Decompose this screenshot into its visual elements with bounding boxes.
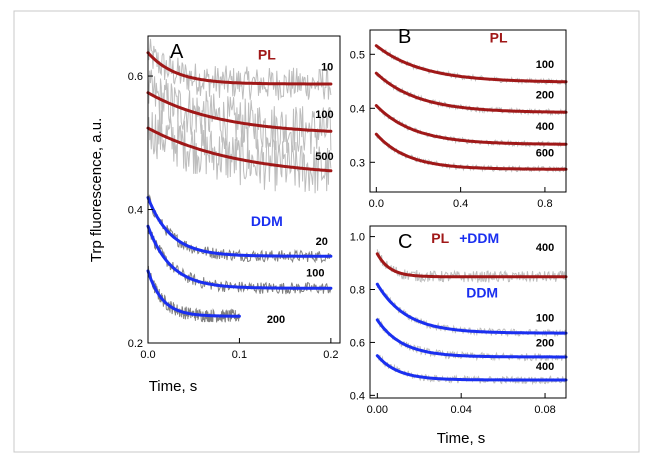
concentration-label: 400 — [536, 121, 554, 133]
panel-a-xlabel: Time, s — [149, 378, 198, 395]
fit-curve-100 — [146, 224, 333, 290]
x-tick-label: 0.2 — [323, 349, 338, 361]
panel-a-letter: A — [170, 41, 184, 63]
x-tick-label: 0.8 — [537, 198, 552, 210]
concentration-label: 100 — [536, 59, 554, 71]
y-tick-label: 0.2 — [128, 338, 143, 350]
y-tick-label: 0.3 — [350, 157, 365, 169]
y-tick-label: 1.0 — [350, 232, 365, 244]
y-tick-label: 0.6 — [350, 337, 365, 349]
raw-trace-20 — [147, 194, 332, 264]
y-tick-label: 0.4 — [350, 103, 365, 115]
group-label-pl: PL — [490, 29, 508, 45]
concentration-label: 20 — [316, 236, 328, 248]
concentration-label: 500 — [315, 151, 333, 163]
x-tick-label: 0.00 — [367, 404, 388, 416]
y-tick-label: 0.5 — [350, 49, 365, 61]
panel-b-letter: B — [398, 26, 411, 48]
panel-b: 0.0 0.4 0.8 0.3 0.4 0.5 100 200 400 600 PL B — [350, 26, 568, 210]
panel-c-traces — [375, 249, 568, 386]
y-tick-label: 0.4 — [128, 205, 143, 217]
fit-curve-200 — [374, 71, 568, 114]
panel-c-plot-frame — [369, 225, 567, 399]
fit-curve-200 — [375, 318, 568, 359]
panel-c: 0.00 0.04 0.08 0.4 0.6 0.8 1.0 400 100 200 400 PL +… — [350, 225, 568, 447]
panel-a-plot-frame — [147, 35, 341, 344]
panel-c-letter: C — [398, 231, 412, 253]
group-label-ddm: DDM — [466, 284, 498, 300]
fit-curve-100 — [374, 44, 568, 84]
panel-b-labels: 100 200 400 600 PL — [490, 29, 554, 159]
panel-a-axes: 0.0 0.1 0.2 0.2 0.4 0.6 — [128, 35, 341, 361]
x-tick-label: 0.0 — [369, 198, 384, 210]
raw-trace-10 — [147, 38, 332, 101]
fit-curve-100 — [375, 282, 568, 335]
x-tick-label: 0.04 — [450, 404, 471, 416]
x-tick-label: 0.0 — [140, 349, 155, 361]
panel-c-axes: 0.00 0.04 0.08 0.4 0.6 0.8 1.0 — [350, 225, 567, 416]
fit-curve-400 — [375, 252, 568, 279]
y-tick-label: 0.8 — [350, 285, 365, 297]
fit-curve-20 — [146, 196, 333, 258]
fit-curve-10 — [146, 51, 333, 86]
fit-curve-500 — [146, 126, 333, 173]
x-tick-label: 0.1 — [232, 349, 247, 361]
y-tick-label: 0.4 — [350, 390, 365, 402]
group-label-pl: PL — [258, 46, 276, 62]
concentration-label: 400 — [536, 361, 554, 373]
concentration-label: 10 — [321, 62, 333, 74]
group-label-: + — [459, 230, 467, 246]
x-tick-label: 0.08 — [534, 404, 555, 416]
group-label-ddm: DDM — [467, 230, 499, 246]
panel-a: 0.0 0.1 0.2 0.2 0.4 0.6 10 100 500 20 100 200 PL DDM… — [88, 35, 341, 395]
concentration-label: 200 — [267, 314, 285, 326]
panel-b-axes: 0.0 0.4 0.8 0.3 0.4 0.5 — [350, 29, 567, 210]
concentration-label: 100 — [536, 312, 554, 324]
concentration-label: 200 — [536, 90, 554, 102]
figure-border — [13, 10, 640, 453]
fit-curve-400 — [375, 354, 568, 382]
x-tick-label: 0.4 — [453, 198, 468, 210]
fit-curve-100 — [146, 91, 333, 133]
raw-trace-500 — [147, 110, 332, 194]
concentration-label: 100 — [306, 267, 324, 279]
concentration-label: 100 — [315, 109, 333, 121]
panel-c-xlabel: Time, s — [437, 430, 486, 447]
panel-b-plot-frame — [369, 29, 567, 193]
fit-curve-600 — [374, 132, 568, 171]
concentration-label: 400 — [536, 242, 554, 254]
concentration-label: 600 — [536, 147, 554, 159]
group-label-pl: PL — [431, 230, 449, 246]
concentration-label: 200 — [536, 337, 554, 349]
raw-trace-200 — [375, 72, 567, 117]
panel-a-labels: 10 100 500 20 100 200 PL DDM — [251, 46, 334, 326]
panel-a-ylabel: Trp fluorescence, a.u. — [88, 118, 105, 263]
panel-b-traces — [374, 44, 568, 174]
panel-a-traces — [146, 38, 333, 323]
fit-curve-400 — [374, 104, 568, 146]
y-tick-label: 0.6 — [128, 71, 143, 83]
fit-curve-200 — [146, 269, 241, 318]
group-label-ddm: DDM — [251, 213, 283, 229]
